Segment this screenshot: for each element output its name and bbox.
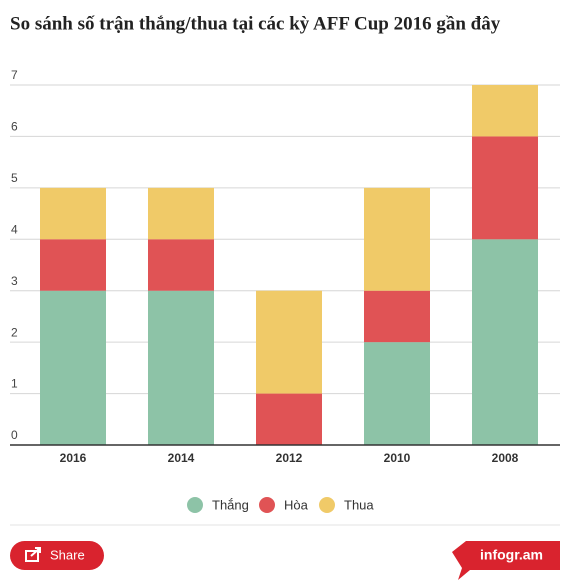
share-button[interactable]: Share	[10, 541, 104, 570]
x-tick-label: 2010	[384, 451, 411, 465]
share-bg[interactable]	[10, 541, 104, 570]
share-icon	[25, 550, 39, 562]
legend-label: Hòa	[284, 497, 309, 512]
x-tick-label: 2012	[276, 451, 303, 465]
y-tick-label: 1	[11, 377, 18, 391]
y-tick-label: 2	[11, 325, 18, 339]
x-tick-label: 2016	[60, 451, 87, 465]
y-tick-label: 5	[11, 171, 18, 185]
y-tick-label: 7	[11, 68, 18, 82]
bar-segment	[472, 136, 538, 240]
chart-title: So sánh số trận thắng/thua tại các kỳ AF…	[10, 13, 501, 34]
x-tick-label: 2008	[492, 451, 519, 465]
legend-swatch	[187, 497, 203, 513]
y-tick-label: 6	[11, 120, 18, 134]
brand-bg[interactable]	[452, 541, 560, 580]
brand-label[interactable]: infogr.am	[480, 547, 543, 563]
bar-segment	[364, 290, 430, 343]
bar-segment	[472, 85, 538, 137]
x-tick-label: 2014	[168, 451, 195, 465]
share-arrow	[30, 547, 41, 557]
legend-swatch	[259, 497, 275, 513]
brand-logo[interactable]: infogr.am	[452, 541, 560, 580]
bar-segment	[40, 239, 106, 291]
share-label[interactable]: Share	[50, 547, 85, 562]
bar-segment	[40, 187, 106, 240]
bar-segment	[256, 393, 322, 445]
bar-segment	[364, 342, 430, 445]
bar-segment	[364, 187, 430, 291]
bar-segment	[148, 239, 214, 291]
bar-segment	[256, 290, 322, 394]
legend-swatch	[319, 497, 335, 513]
bar-segment	[148, 290, 214, 445]
legend-label: Thua	[344, 497, 374, 512]
bar-segment	[148, 187, 214, 240]
y-tick-label: 0	[11, 428, 18, 442]
bar-segment	[40, 290, 106, 445]
bar-segment	[472, 239, 538, 445]
y-tick-label: 3	[11, 274, 18, 288]
legend-label: Thắng	[212, 497, 249, 512]
y-tick-label: 4	[11, 222, 18, 236]
